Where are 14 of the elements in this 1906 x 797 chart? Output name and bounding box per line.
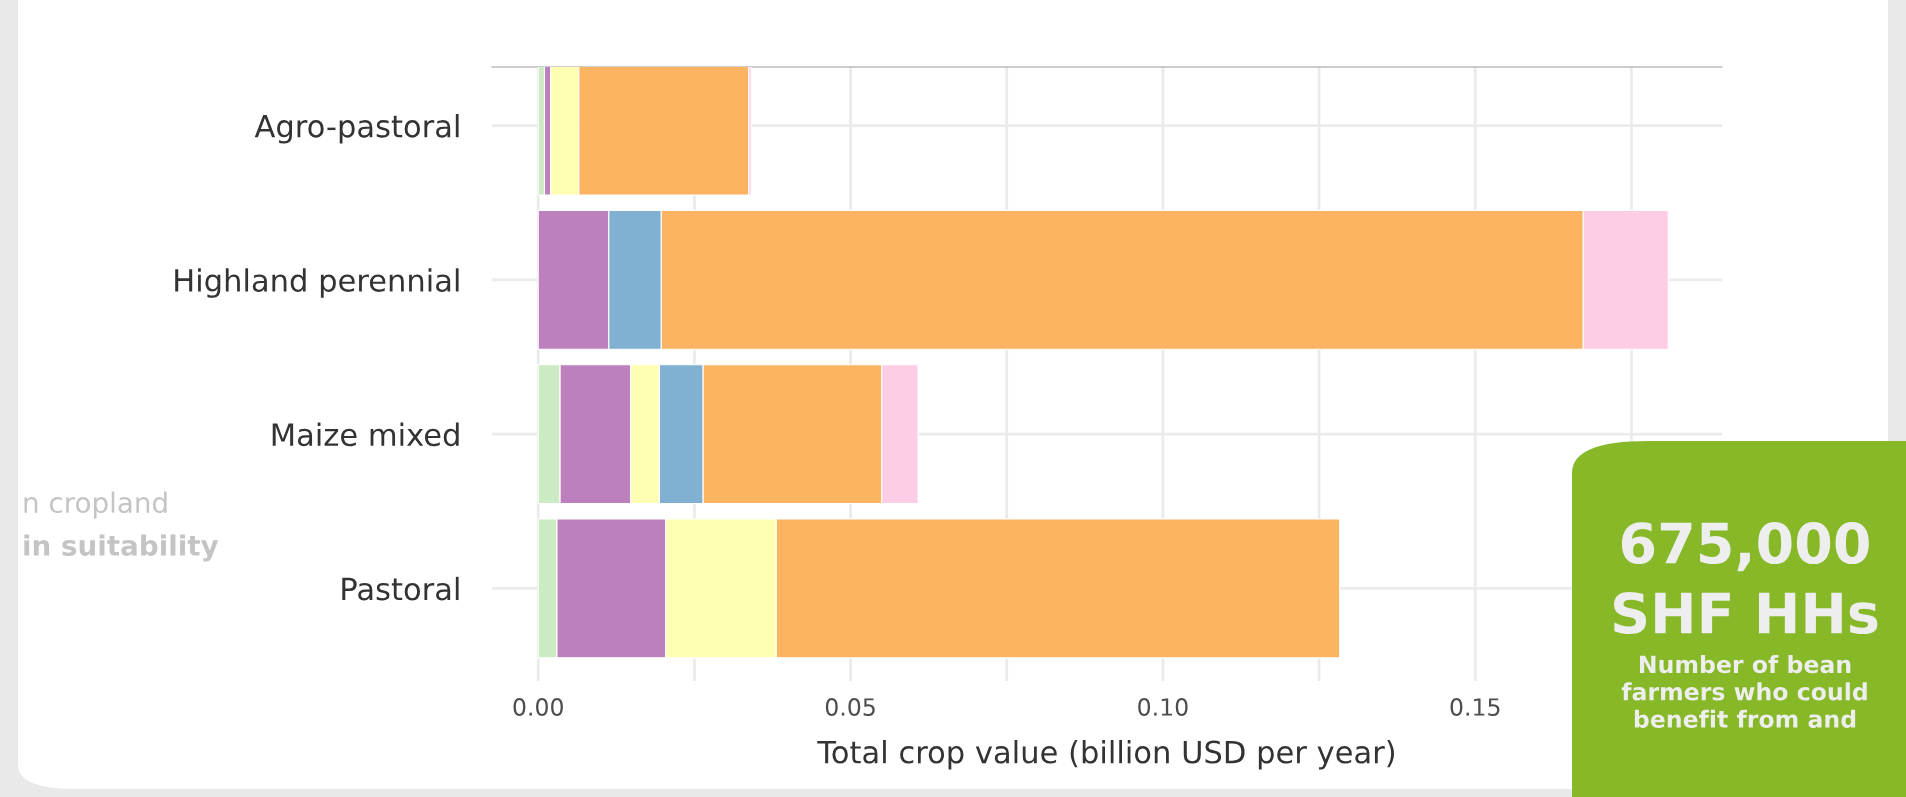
y-tick-label: Pastoral (342, 576, 459, 601)
x-tick-label: 0.10 (1138, 698, 1188, 716)
annotation: SHF HHs (1614, 592, 1878, 635)
y-tick-label: Highland perennial (175, 268, 459, 298)
x-tick-label: 0.05 (825, 698, 875, 716)
annotation: 675,000 (1621, 522, 1869, 572)
y-tick-label: Maize mixed (272, 422, 459, 447)
x-axis-title: Total crop value (billion USD per year) (817, 739, 1395, 770)
x-tick-label: 0.15 (1450, 698, 1500, 716)
text: in suitability (24, 534, 219, 562)
annotation: Number of bean farmers who could benefit from and (1621, 655, 1867, 728)
x-tick-label: 0.00 (513, 698, 563, 716)
y-tick-label: Agro-pastoral (254, 114, 459, 144)
text: n cropland (24, 491, 167, 519)
